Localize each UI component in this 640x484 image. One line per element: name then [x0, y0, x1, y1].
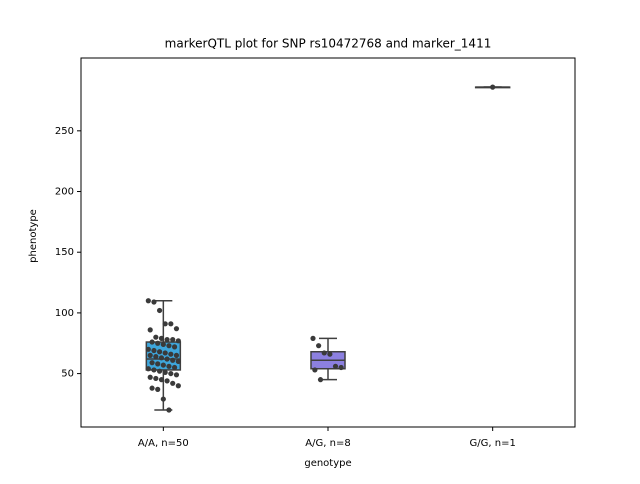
point — [145, 366, 151, 372]
point — [317, 377, 324, 383]
point — [149, 385, 155, 391]
point — [490, 84, 496, 90]
point — [164, 356, 170, 362]
point — [166, 343, 172, 349]
point — [162, 321, 168, 327]
point — [160, 396, 166, 402]
point — [171, 364, 178, 371]
point — [338, 364, 344, 371]
point — [160, 341, 166, 348]
y-tick-label: 100 — [55, 308, 74, 319]
point — [160, 362, 166, 368]
point — [164, 378, 170, 384]
point — [156, 349, 163, 355]
point — [158, 335, 165, 341]
point — [316, 343, 322, 349]
point — [166, 363, 172, 369]
point — [312, 367, 318, 373]
y-tick-label: 150 — [55, 247, 74, 258]
point — [168, 321, 174, 327]
point — [156, 368, 163, 374]
point — [147, 327, 153, 333]
point — [162, 369, 168, 375]
point — [175, 338, 181, 344]
point — [162, 350, 168, 356]
point — [171, 344, 178, 350]
chart-title: markerQTL plot for SNP rs10472768 and ma… — [165, 37, 492, 51]
point — [173, 326, 180, 332]
y-tick-label: 50 — [61, 369, 74, 380]
point — [151, 299, 157, 305]
y-tick-label: 200 — [55, 187, 74, 198]
point — [155, 361, 161, 367]
point — [170, 380, 176, 386]
x-axis-label: genotype — [304, 458, 351, 469]
point — [332, 363, 339, 369]
point — [151, 367, 157, 373]
point — [153, 375, 159, 382]
point — [166, 407, 172, 413]
point — [168, 351, 174, 357]
point — [145, 346, 151, 352]
point — [151, 347, 157, 354]
point — [321, 350, 327, 356]
point — [168, 370, 174, 377]
point — [164, 337, 170, 343]
point — [173, 372, 180, 378]
point — [155, 340, 161, 346]
point — [175, 358, 181, 365]
point — [149, 360, 155, 366]
x-tick-label: A/A, n=50 — [138, 438, 189, 449]
point — [147, 374, 153, 380]
point — [147, 352, 153, 358]
point — [327, 351, 333, 357]
point — [170, 357, 176, 363]
plot-frame — [80, 57, 576, 428]
y-tick-label: 250 — [55, 126, 74, 137]
point — [149, 339, 155, 345]
point — [158, 377, 165, 383]
point — [153, 334, 159, 340]
point — [173, 352, 180, 358]
x-tick-label: A/G, n=8 — [305, 438, 350, 449]
point — [310, 335, 316, 341]
point — [145, 298, 151, 304]
point — [170, 337, 176, 343]
x-tick-label: G/G, n=1 — [470, 438, 516, 449]
point — [158, 355, 165, 361]
point — [153, 353, 159, 360]
point — [155, 386, 161, 392]
y-axis-label: phenotype — [28, 209, 39, 263]
point — [175, 383, 181, 389]
point — [156, 307, 163, 314]
